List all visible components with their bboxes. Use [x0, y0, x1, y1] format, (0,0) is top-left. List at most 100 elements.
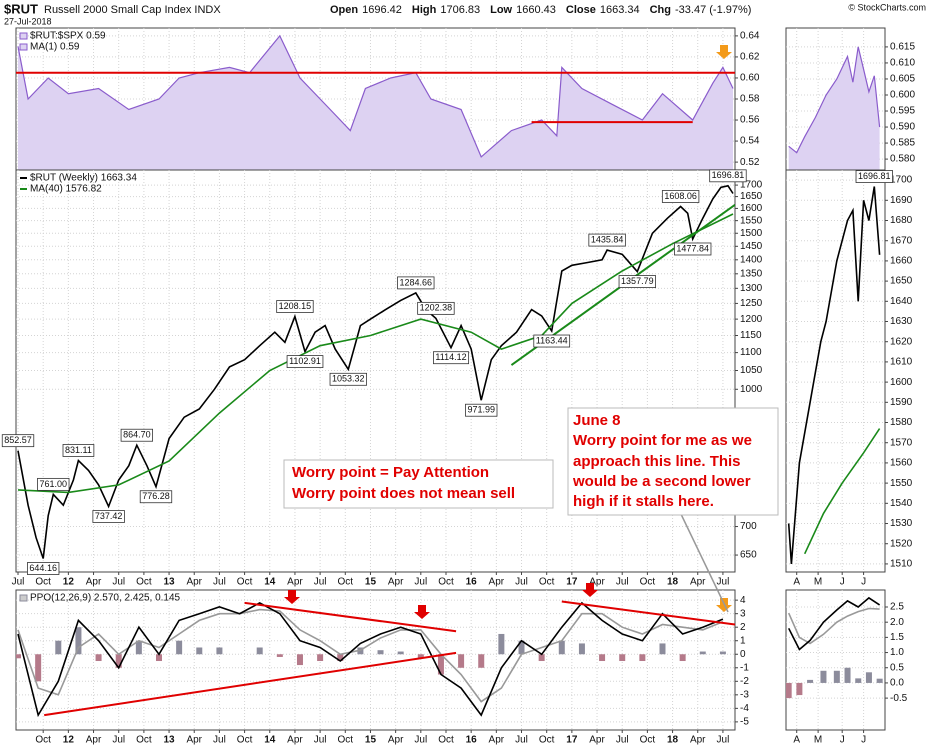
- x-tick-label: Oct: [640, 735, 656, 746]
- y-tick-label: 0.590: [890, 122, 915, 133]
- callout-label: 737.42: [95, 511, 123, 521]
- callout-box: [674, 242, 712, 256]
- callout-label: 852.57: [4, 435, 32, 445]
- y-tick-label: -1: [740, 662, 749, 673]
- x-tick-label: Jul: [414, 735, 427, 746]
- histogram-bar: [876, 678, 883, 683]
- x-tick-label: Apr: [489, 577, 505, 588]
- callout-box: [533, 334, 571, 348]
- quote: Open 1696.42 High 1706.83 Low 1660.43 Close 166…: [330, 4, 751, 16]
- y-tick-label: 1550: [740, 215, 763, 226]
- y-tick-label: 0.58: [740, 94, 760, 105]
- callout-box: [618, 275, 656, 288]
- date: 27-Jul-2018: [4, 16, 52, 26]
- histogram-bar: [216, 647, 223, 655]
- y-tick-label: 0.52: [740, 157, 760, 168]
- y-tick-label: 2.0: [890, 617, 904, 628]
- legend-swatch: [19, 43, 28, 51]
- panel: 1510 1520 1530 1540 1550 1560 1570 1580 1590 1600…: [785, 169, 913, 588]
- histogram-bar: [599, 654, 606, 662]
- y-tick-label: 1510: [890, 559, 913, 570]
- x-tick-label: A: [793, 577, 800, 588]
- callout-label: 1114.12: [435, 352, 466, 362]
- y-tick-label: -4: [740, 703, 749, 714]
- histogram-bar: [619, 654, 626, 662]
- callout-box: [62, 444, 95, 457]
- series-line: [787, 607, 880, 645]
- note-text: June 8: [573, 412, 621, 429]
- histogram-bar: [55, 640, 62, 655]
- trend-line: [561, 600, 735, 626]
- legend-label: MA(40) 1576.82: [30, 184, 102, 195]
- callout-box: [1, 434, 35, 448]
- callout-box: [329, 372, 367, 386]
- index-name: Russell 2000 Small Cap Index INDX: [44, 4, 221, 16]
- y-tick-label: 1530: [890, 518, 913, 529]
- histogram-bar: [659, 643, 666, 655]
- symbol: $RUT: [4, 1, 38, 16]
- x-tick-label: A: [793, 735, 800, 746]
- histogram-bar: [296, 654, 303, 666]
- y-tick-label: 0.60: [740, 73, 760, 84]
- y-tick-label: -3: [740, 689, 749, 700]
- y-tick-label: 1700: [890, 175, 913, 186]
- histogram-bar: [377, 650, 384, 655]
- x-tick-label: Jul: [112, 735, 125, 746]
- legend-label: PPO(12,26,9) 2.570, 2.425, 0.145: [30, 593, 181, 604]
- series-line: [787, 596, 881, 651]
- callout-box: [397, 276, 435, 290]
- y-tick-label: 1580: [890, 417, 913, 428]
- quote-value: 1660.43: [516, 4, 556, 16]
- x-tick-label: 17: [566, 577, 578, 588]
- histogram-bar: [95, 654, 102, 662]
- panel: 4 3 2 1 0 -1 -2 -3 -4 -5 Oct 12 Apr Jul Oct 13 Apr Jul Oct…: [15, 589, 749, 746]
- histogram-bar: [786, 682, 792, 699]
- histogram-bar: [35, 654, 42, 682]
- y-tick-label: 0.580: [890, 154, 915, 165]
- x-tick-label: Apr: [690, 577, 706, 588]
- series-line: [17, 608, 724, 703]
- red-arrow: [284, 590, 300, 604]
- y-tick-label: 1610: [890, 357, 913, 368]
- histogram-bar: [437, 654, 444, 675]
- legend-swatch: [19, 32, 28, 40]
- x-tick-label: Oct: [539, 577, 555, 588]
- y-tick-label: 1200: [740, 314, 763, 325]
- y-tick-label: 1590: [890, 397, 913, 408]
- y-tick-label: 0.600: [890, 90, 915, 101]
- y-tick-label: 1300: [740, 283, 763, 294]
- y-tick-label: -0.5: [890, 693, 908, 704]
- y-tick-label: 1250: [740, 298, 763, 309]
- histogram-bar: [317, 654, 324, 662]
- y-tick-label: 0.0: [890, 678, 904, 689]
- x-tick-label: Jul: [616, 735, 629, 746]
- x-tick-label: 14: [264, 735, 276, 746]
- x-tick-label: Oct: [237, 735, 253, 746]
- y-tick-label: 1050: [740, 365, 763, 376]
- callout-box: [139, 490, 173, 504]
- x-tick-label: Apr: [86, 735, 102, 746]
- panel: 0.580 0.585 0.590 0.595 0.600 0.605 0.610 0.615: [785, 27, 915, 171]
- series-line: [17, 34, 734, 158]
- callout-label: 1163.44: [536, 335, 568, 345]
- histogram-bar: [719, 651, 726, 655]
- x-tick-label: Apr: [186, 577, 202, 588]
- callout-label: 1696.81: [712, 170, 745, 180]
- y-tick-label: 0.610: [890, 58, 915, 69]
- notes: Worry point = Pay Attention Worry point …: [283, 407, 779, 516]
- y-tick-label: 1540: [890, 498, 913, 509]
- histogram-bar: [844, 667, 851, 683]
- histogram-bar: [855, 678, 862, 683]
- x-tick-label: Oct: [438, 577, 454, 588]
- x-tick-label: Apr: [388, 735, 404, 746]
- note-box: [567, 407, 779, 516]
- histogram-bar: [578, 643, 585, 655]
- x-tick-label: Jul: [213, 577, 226, 588]
- x-tick-label: J: [861, 735, 866, 746]
- note-box: [283, 459, 554, 509]
- y-tick-label: 1670: [890, 235, 913, 246]
- histogram-bar: [115, 654, 122, 668]
- callout-box: [92, 510, 125, 523]
- panel: 0.52 0.54 0.56 0.58 0.60 0.62 0.64 $RUT:$SPX 0.…: [15, 27, 760, 171]
- x-tick-label: J: [840, 735, 845, 746]
